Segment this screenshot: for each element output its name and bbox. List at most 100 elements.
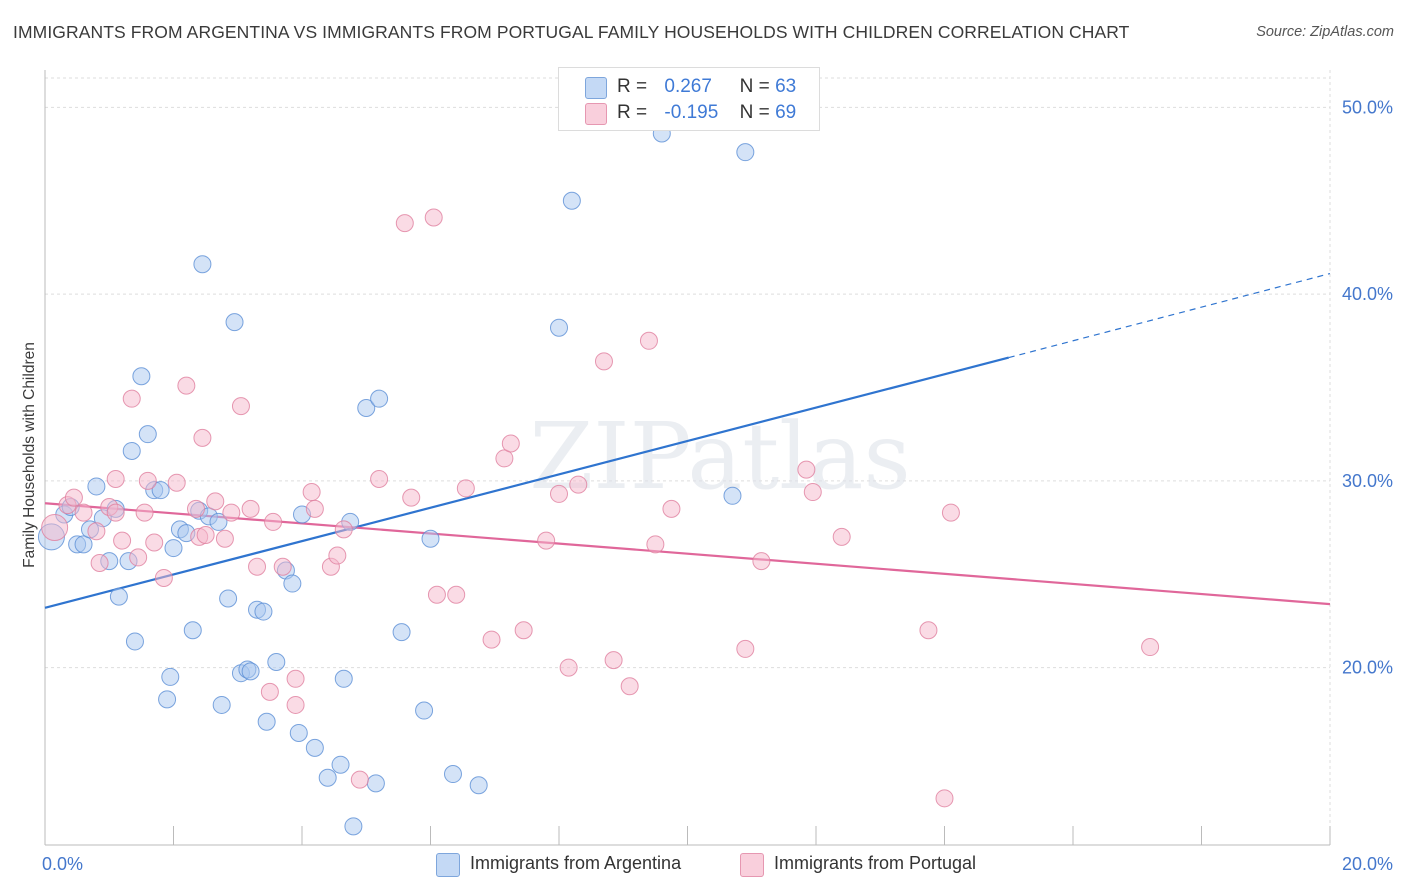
point-portugal — [569, 475, 588, 494]
legend-n-label: N = — [739, 76, 770, 97]
point-argentina — [334, 669, 353, 688]
point-portugal — [736, 639, 755, 658]
point-portugal — [135, 503, 154, 522]
legend-n-value: 63 — [775, 76, 797, 97]
point-argentina — [225, 313, 244, 332]
trendline-argentina — [44, 356, 1010, 609]
point-portugal — [594, 352, 613, 371]
point-argentina — [257, 712, 276, 731]
legend-r-value: -0.195 — [664, 102, 719, 123]
point-argentina — [562, 191, 581, 210]
legend-r-value: 0.267 — [664, 76, 712, 97]
point-portugal — [604, 651, 623, 670]
point-portugal — [129, 548, 148, 567]
point-portugal — [935, 789, 954, 808]
point-portugal — [264, 512, 283, 531]
legend-label-argentina: Immigrants from Argentina — [470, 853, 682, 873]
point-argentina — [289, 723, 308, 742]
point-portugal — [154, 568, 173, 587]
point-portugal — [260, 682, 279, 701]
point-argentina — [415, 701, 434, 720]
x-tick-label-min: 0.0% — [42, 854, 83, 874]
y-tick-label: 40.0% — [1342, 284, 1393, 304]
point-argentina — [158, 690, 177, 709]
source-credit: Source: ZipAtlas.com — [1256, 24, 1394, 40]
point-argentina — [370, 389, 389, 408]
point-portugal — [334, 520, 353, 539]
axes — [44, 70, 1331, 846]
point-portugal — [106, 503, 125, 522]
point-portugal — [752, 552, 771, 571]
point-argentina — [87, 477, 106, 496]
point-portugal — [501, 434, 520, 453]
series-legend: Immigrants from Argentina Immigrants fro… — [0, 852, 1406, 877]
point-portugal — [241, 499, 260, 518]
point-portugal — [64, 488, 83, 507]
legend-swatch-portugal — [740, 853, 764, 877]
y-tick-label: 30.0% — [1342, 471, 1393, 491]
point-portugal — [286, 669, 305, 688]
point-argentina — [164, 539, 183, 558]
point-portugal — [456, 479, 475, 498]
point-argentina — [318, 768, 337, 787]
legend-n-value: 69 — [775, 102, 797, 123]
tick-labels: 20.0% 30.0% 40.0% 50.0% 0.0% 20.0% — [42, 97, 1393, 874]
point-argentina — [550, 318, 568, 337]
point-argentina — [241, 662, 260, 681]
point-portugal — [206, 492, 225, 511]
point-portugal — [495, 449, 514, 468]
point-portugal — [186, 499, 205, 518]
point-argentina — [421, 529, 440, 548]
point-argentina — [469, 776, 488, 795]
point-portugal — [537, 531, 556, 550]
point-argentina — [74, 535, 93, 554]
legend-r-label: R = — [617, 102, 648, 123]
point-portugal — [395, 214, 414, 233]
point-argentina — [443, 765, 462, 784]
point-portugal — [832, 527, 851, 546]
point-portugal — [248, 557, 267, 576]
point-portugal — [1141, 638, 1160, 657]
point-argentina — [132, 367, 151, 386]
point-argentina — [122, 441, 141, 460]
point-portugal — [122, 389, 141, 408]
point-portugal — [797, 460, 816, 479]
legend-n-label: N = — [739, 102, 770, 123]
point-argentina — [161, 667, 180, 686]
point-portugal — [941, 503, 960, 522]
point-portugal — [482, 630, 501, 649]
point-argentina — [125, 632, 144, 651]
point-argentina — [138, 425, 157, 444]
point-portugal — [550, 484, 568, 503]
point-portugal — [639, 331, 658, 350]
point-argentina — [209, 512, 228, 531]
point-portugal — [74, 503, 93, 522]
y-axis-label: Family Households with Children — [21, 342, 38, 568]
point-portugal — [215, 529, 234, 548]
legend-label-portugal: Immigrants from Portugal — [774, 853, 977, 873]
correlation-legend: R = 0.267 N = 63 R = -0.195 N = 69 — [558, 67, 820, 131]
point-argentina — [283, 574, 302, 593]
watermark: ZIPatlas — [529, 403, 910, 510]
point-portugal — [919, 621, 938, 640]
point-portugal — [662, 499, 681, 518]
point-argentina — [366, 774, 385, 793]
point-portugal — [177, 376, 196, 395]
point-argentina — [267, 652, 286, 671]
point-portugal — [514, 621, 533, 640]
legend-swatch-argentina — [585, 77, 607, 99]
point-portugal — [193, 428, 212, 447]
point-portugal — [447, 585, 466, 604]
point-portugal — [145, 533, 164, 552]
point-portugal — [138, 471, 157, 490]
point-argentina — [357, 399, 376, 418]
point-portugal — [222, 503, 241, 522]
point-portugal — [87, 522, 106, 541]
point-portugal — [302, 483, 321, 502]
point-argentina — [344, 817, 363, 836]
trendline-portugal — [44, 502, 1331, 606]
point-portugal — [305, 499, 324, 518]
point-portugal — [370, 469, 389, 488]
y-tick-label: 50.0% — [1342, 97, 1393, 117]
